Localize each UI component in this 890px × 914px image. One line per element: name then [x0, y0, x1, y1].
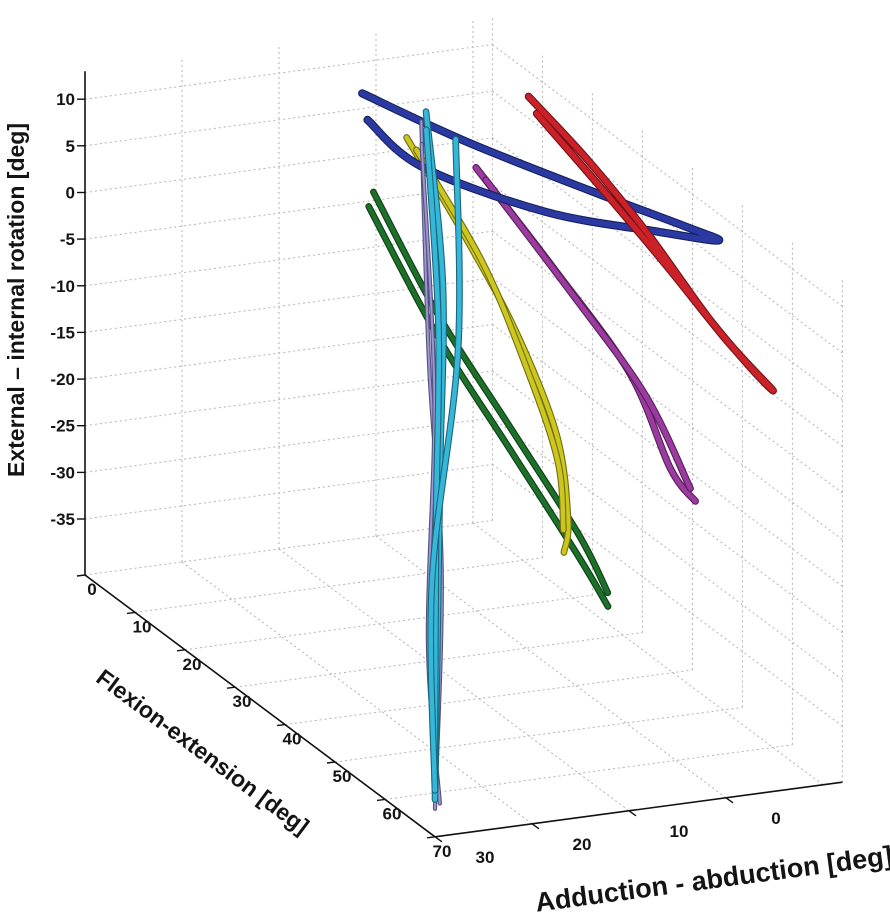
series-cyan-3: [427, 135, 463, 794]
axes: [84, 71, 843, 838]
flexion-tick-label: 30: [233, 692, 252, 711]
z-tick-label: -30: [50, 463, 75, 482]
adduction-tick-label: 20: [573, 835, 592, 854]
z-tick-label: 0: [66, 184, 75, 203]
flexion-tick-label: 20: [183, 655, 202, 674]
flexion-tick-label: 0: [87, 580, 96, 599]
flexion-tick-label: 60: [383, 804, 402, 823]
flexion-tick-label: 70: [433, 842, 452, 861]
series-red: [524, 92, 777, 395]
flexion-tick-label: 10: [133, 617, 152, 636]
adduction-tick-label: 0: [771, 809, 780, 828]
series-green-1: [370, 188, 612, 597]
adduction-tick-label: 10: [670, 822, 689, 841]
z-tick-label: -10: [50, 277, 75, 296]
adduction-tick-label: 30: [476, 848, 495, 867]
z-axis-label: External – internal rotation [deg]: [3, 123, 29, 477]
z-tick-label: 10: [56, 90, 75, 109]
flexion-tick-label: 40: [283, 730, 302, 749]
flexion-axis-label: Flexion-extension [deg]: [92, 664, 314, 839]
tick-marks: [76, 98, 734, 843]
z-tick-label: 5: [66, 137, 75, 156]
series-green-2: [365, 203, 612, 610]
z-tick-label: -15: [50, 323, 75, 342]
z-tick-label: -20: [50, 370, 75, 389]
series-dark-blue-loop: [358, 89, 724, 245]
z-tick-label: -25: [50, 417, 75, 436]
z-tick-label: -5: [60, 230, 75, 249]
axis-labels: External – internal rotation [deg] Flexio…: [3, 123, 890, 914]
series-cyan-2: [422, 126, 443, 785]
z-tick-label: -35: [50, 510, 75, 529]
flexion-tick-label: 50: [333, 767, 352, 786]
series-purple-2: [482, 176, 694, 492]
